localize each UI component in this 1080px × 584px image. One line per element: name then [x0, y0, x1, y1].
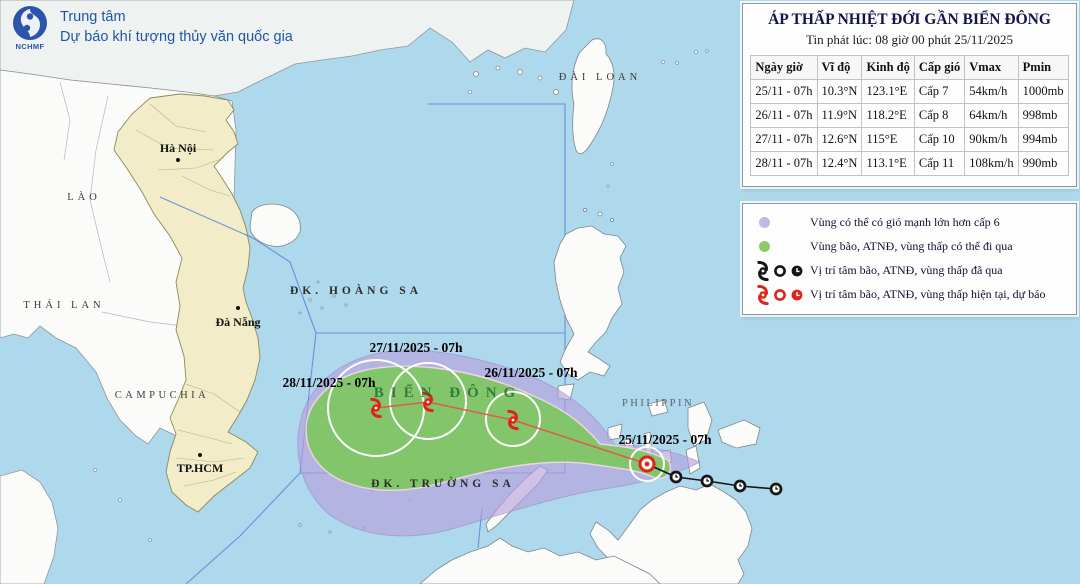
legend-label: Vị trí tâm bão, ATNĐ, vùng thấp đã qua [810, 263, 1003, 277]
forecast-table-cell: 990mb [1017, 151, 1069, 176]
forecast-table-cell: 12.4°N [816, 151, 863, 176]
nchmf-logo-caption: NCHMF [15, 42, 45, 51]
org-name-line2: Dự báo khí tượng thủy văn quốc gia [60, 28, 293, 45]
forecast-column-header: Ngày giờ [750, 55, 818, 80]
forecast-table-cell: 54km/h [964, 79, 1019, 104]
china-coast-islands [467, 65, 559, 95]
forecast-table-cell: 998mb [1017, 103, 1069, 128]
forecast-column-header: Vmax [964, 55, 1019, 80]
forecast-table-cell: 28/11 - 07h [750, 151, 818, 176]
label-bien-dong: BIỂN ĐÔNG [374, 383, 522, 401]
landmass-taiwan [571, 38, 615, 155]
forecast-table-cell: 64km/h [964, 103, 1019, 128]
bulletin-issued-time: Tin phát lúc: 08 giờ 00 phút 25/11/2025 [805, 32, 1014, 47]
province-borders [135, 103, 245, 487]
forecast-table-cell: 118.2°E [861, 103, 915, 128]
storm-info-panel: ÁP THẤP NHIỆT ĐỚI GẦN BIỂN ĐÔNG Tin phát… [742, 3, 1077, 187]
landmass-borneo [419, 537, 661, 584]
forecast-table-row: 26/11 - 07h 11.9°N 118.2°E Cấp 8 64km/h 998mb [750, 103, 1069, 128]
legend-item-passage-area: Vùng bão, ATNĐ, vùng thấp có thể đi qua [751, 235, 1072, 258]
org-name: Trung tâm Dự báo khí tượng thủy văn quốc… [60, 6, 293, 47]
forecast-table-cell: 115°E [861, 127, 915, 152]
green-area-swatch [759, 241, 770, 252]
circle-marker-icon [774, 288, 786, 301]
track-label-26: 26/11/2025 - 07h [484, 365, 578, 380]
label-philippin: PHILIPPIN [622, 398, 694, 409]
label-ha-noi: Hà Nội [160, 141, 197, 155]
current-position-marker [638, 455, 656, 473]
forecast-table-cell: 1000mb [1017, 79, 1069, 104]
forecast-table-cell: 123.1°E [861, 79, 915, 104]
label-hoang-sa: ĐK. HOÀNG SA [290, 283, 422, 297]
forecast-table-cell: Cấp 8 [913, 103, 966, 128]
landmass-mindanao [589, 483, 753, 584]
gulf-islands [93, 468, 152, 542]
city-dot-ha-noi [176, 158, 180, 162]
label-dai-loan: ĐÀI LOAN [559, 71, 641, 83]
landmass-hainan [249, 203, 301, 247]
legend-item-past-positions: Vị trí tâm bão, ATNĐ, vùng thấp đã qua [751, 259, 1072, 282]
forecast-table-cell: 10.3°N [816, 79, 863, 104]
forecast-column-header: Pmin [1017, 55, 1069, 80]
forecast-table-cell: 113.1°E [861, 151, 915, 176]
track-label-27: 27/11/2025 - 07h [369, 340, 463, 355]
forecast-table-cell: 108km/h [964, 151, 1019, 176]
storm-title: ÁP THẤP NHIỆT ĐỚI GẦN BIỂN ĐÔNG [768, 11, 1051, 28]
typhoon-icon [757, 284, 769, 305]
purple-area-swatch [759, 217, 770, 228]
forecast-column-header: Cấp gió [913, 55, 966, 80]
forecast-table: Ngày giờ Vĩ độ Kinh độ Cấp gió Vmax Pmin 25/1… [750, 55, 1069, 176]
site-header: NCHMF Trung tâm Dự báo khí tượng thủy vă… [10, 6, 293, 51]
nchmf-logo-icon [13, 6, 47, 40]
forecast-column-header: Kinh độ [861, 55, 915, 80]
forecast-uncertainty-circles [327, 359, 665, 482]
forecast-table-row: 27/11 - 07h 12.6°N 115°E Cấp 10 90km/h 994mb [750, 127, 1069, 152]
forecast-track-line [375, 401, 648, 465]
forecast-table-cell: 11.9°N [816, 103, 863, 128]
nchmf-logo: NCHMF [10, 6, 50, 51]
clock-marker-icon [790, 288, 804, 301]
label-lao: LÀO [67, 191, 101, 203]
city-dot-tphcm [198, 453, 202, 457]
forecast-table-cell: 90km/h [964, 127, 1019, 152]
forecast-column-header: Vĩ độ [816, 55, 863, 80]
clock-marker-icon [790, 264, 804, 277]
label-campuchia: CAMPUCHIA [115, 390, 210, 401]
label-da-nang: Đà Nẵng [215, 315, 260, 329]
islands-east-of-taiwan [606, 49, 709, 188]
forecast-table-cell: 994mb [1017, 127, 1069, 152]
legend-item-current-forecast-positions: Vị trí tâm bão, ATNĐ, vùng thấp hiện tại… [751, 283, 1072, 306]
city-dot-da-nang [236, 306, 240, 310]
forecast-table-cell: 12.6°N [816, 127, 863, 152]
typhoon-icon [757, 260, 769, 281]
forecast-table-cell: 26/11 - 07h [750, 103, 818, 128]
forecast-table-cell: Cấp 7 [913, 79, 966, 104]
landmass-malay-peninsula [0, 469, 59, 584]
track-label-25: 25/11/2025 - 07h [618, 432, 712, 447]
forecast-table-header-row: Ngày giờ Vĩ độ Kinh độ Cấp gió Vmax Pmin [750, 55, 1069, 80]
forecast-table-cell: Cấp 11 [913, 151, 966, 176]
forecast-table-cell: Cấp 10 [913, 127, 966, 152]
legend-label: Vị trí tâm bão, ATNĐ, vùng thấp hiện tại… [810, 287, 1046, 301]
circle-marker-icon [774, 264, 786, 277]
landmass-luzon [553, 225, 627, 381]
forecast-table-cell: 27/11 - 07h [750, 127, 818, 152]
org-name-line1: Trung tâm [60, 9, 126, 25]
legend-item-wind-area: Vùng có thể có gió mạnh lớn hơn cấp 6 [751, 211, 1072, 234]
legend-label: Vùng có thể có gió mạnh lớn hơn cấp 6 [810, 215, 1000, 229]
forecast-table-row: 28/11 - 07h 12.4°N 113.1°E Cấp 11 108km/h 990… [750, 151, 1069, 176]
label-tphcm: TP.HCM [177, 461, 224, 475]
track-label-28: 28/11/2025 - 07h [282, 375, 376, 390]
label-thai-lan: THÁI LAN [23, 299, 104, 311]
forecast-table-row: 25/11 - 07h 10.3°N 123.1°E Cấp 7 54km/h 1000m… [750, 79, 1069, 104]
label-truong-sa: ĐK. TRƯỜNG SA [371, 476, 515, 490]
map-legend: Vùng có thể có gió mạnh lớn hơn cấp 6 Vù… [742, 203, 1077, 315]
legend-label: Vùng bão, ATNĐ, vùng thấp có thể đi qua [810, 239, 1013, 253]
forecast-table-cell: 25/11 - 07h [750, 79, 818, 104]
